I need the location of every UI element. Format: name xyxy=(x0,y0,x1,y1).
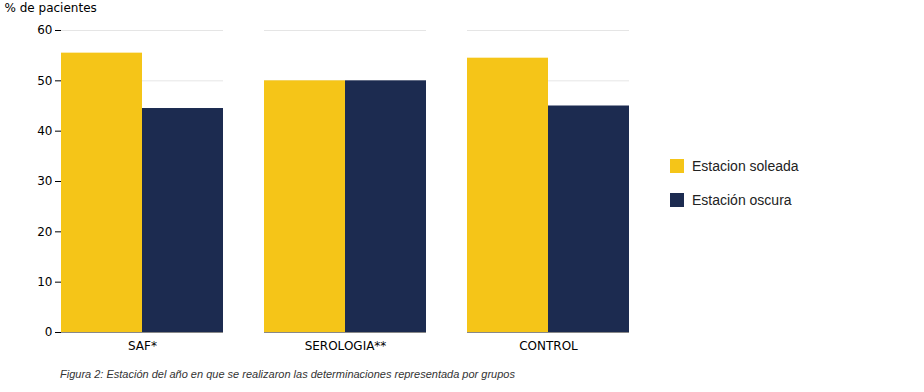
svg-text:SAF*: SAF* xyxy=(128,339,157,353)
html-text:Figura 2: Estación del año en: Figura 2: Estación del año en que se rea… xyxy=(60,368,515,380)
svg-text:0: 0 xyxy=(45,325,53,339)
svg-text:50: 50 xyxy=(37,74,52,88)
svg-text:60: 60 xyxy=(37,23,52,37)
html-text:Estación oscura: Estación oscura xyxy=(692,192,792,208)
svg-text:40: 40 xyxy=(37,124,52,138)
svg-text:30: 30 xyxy=(37,174,52,188)
svg-text:10: 10 xyxy=(37,275,52,289)
svg-text:20: 20 xyxy=(37,225,52,239)
svg-text:SEROLOGIA**: SEROLOGIA** xyxy=(305,339,387,353)
html-text:Estacion soleada: Estacion soleada xyxy=(692,158,799,174)
svg-text:CONTROL: CONTROL xyxy=(519,339,578,353)
svg-text:% de pacientes: % de pacientes xyxy=(5,1,97,15)
